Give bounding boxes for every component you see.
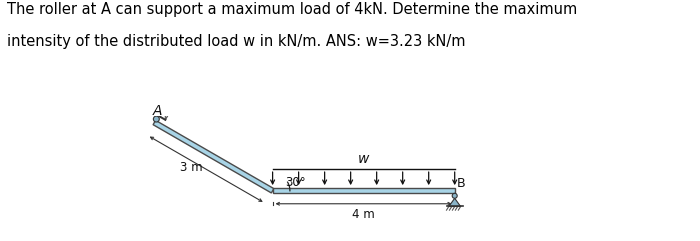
Text: A: A: [153, 104, 162, 118]
Text: intensity of the distributed load w in kN/m. ANS: w=3.23 kN/m: intensity of the distributed load w in k…: [7, 34, 466, 49]
Polygon shape: [153, 120, 274, 193]
Polygon shape: [272, 188, 455, 193]
Text: B: B: [457, 177, 466, 190]
Text: w: w: [358, 153, 370, 167]
Circle shape: [153, 116, 160, 122]
Text: 3 m: 3 m: [180, 161, 202, 174]
Polygon shape: [449, 198, 461, 207]
Text: The roller at A can support a maximum load of 4kN. Determine the maximum: The roller at A can support a maximum lo…: [7, 2, 578, 17]
Text: 30°: 30°: [285, 176, 305, 189]
Circle shape: [452, 193, 457, 198]
Text: 4 m: 4 m: [352, 208, 375, 221]
